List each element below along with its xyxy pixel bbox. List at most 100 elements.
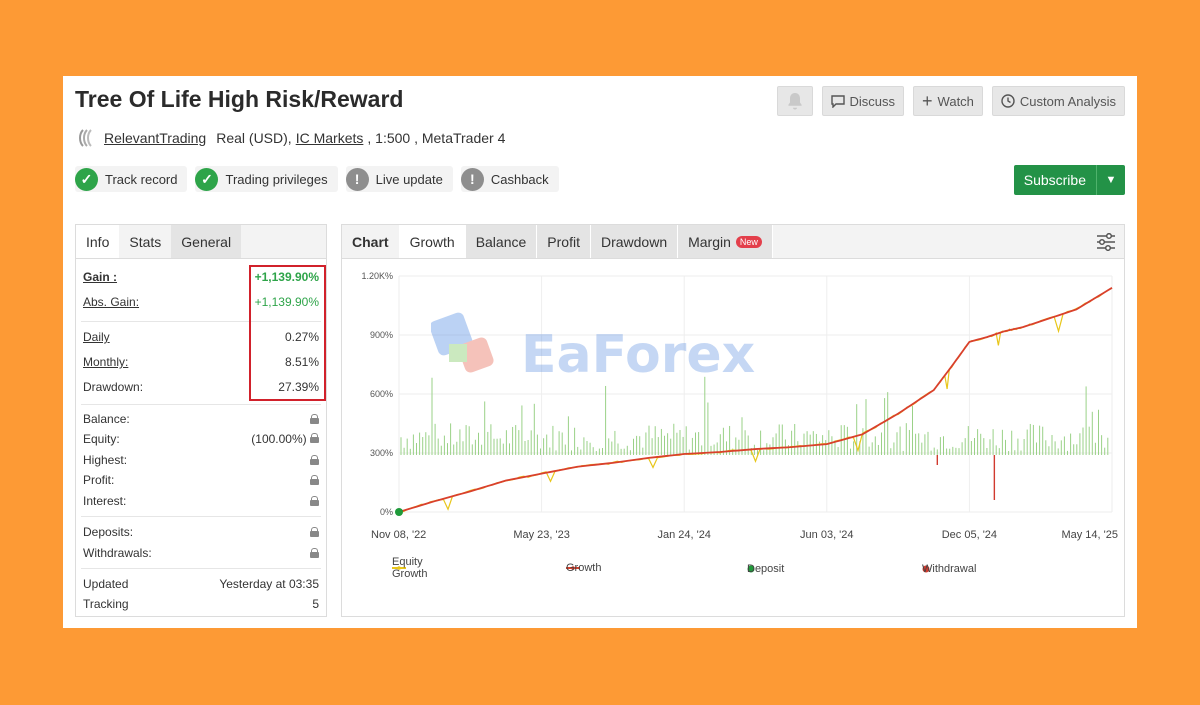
stat-highest: Highest:: [76, 449, 326, 470]
notify-button[interactable]: [776, 86, 813, 116]
tracking-label: Tracking: [83, 597, 129, 611]
custom-analysis-label: Custom Analysis: [1019, 93, 1116, 109]
stat-drawdown: Drawdown: 27.39%: [76, 374, 326, 400]
badge-label: Track record: [105, 171, 178, 187]
badge-label: Live update: [375, 171, 443, 187]
lock-icon: [310, 526, 319, 537]
abs-gain-value: +1,139.90%: [254, 295, 319, 309]
growth-chart: 0% 300% 600% 900% 1.20K% Nov 08, '22 May 23, …: [361, 271, 1118, 541]
y-axis-labels: 0% 300% 600% 900% 1.20K%: [361, 271, 393, 517]
legend-withdrawal-label: Withdrawal: [922, 563, 977, 575]
subscribe-button[interactable]: Subscribe ▼: [1013, 165, 1125, 195]
tab-chart[interactable]: Chart: [342, 225, 400, 258]
chart-lines: [395, 287, 1113, 516]
tab-drawdown[interactable]: Drawdown: [590, 225, 679, 258]
chevron-down-icon[interactable]: ▼: [1096, 165, 1125, 195]
check-icon: ✓: [75, 167, 98, 191]
badge-live-update: ! Live update: [345, 166, 453, 192]
growth-line: [398, 287, 1113, 513]
broker-link[interactable]: IC Markets: [295, 130, 364, 146]
subscribe-label: Subscribe: [1023, 172, 1086, 188]
updated-value: Yesterday at 03:35: [219, 576, 319, 591]
tab-profit[interactable]: Profit: [537, 225, 591, 258]
owner-link[interactable]: RelevantTrading: [104, 130, 207, 146]
leverage-platform: , 1:500 , MetaTrader 4: [367, 130, 506, 146]
watch-label: Watch: [937, 93, 974, 109]
drawdown-label: Drawdown:: [83, 380, 144, 394]
chart-grid: [398, 275, 1113, 513]
chart-legend: Equity Growth Growth Deposit Withdrawal: [342, 556, 1126, 585]
x-tick-label: May 14, '25: [1061, 529, 1118, 541]
profit-label: Profit:: [83, 473, 115, 487]
bell-icon: [787, 93, 802, 110]
equity-value: (100.00%): [251, 432, 307, 446]
check-icon: ✓: [195, 167, 219, 191]
tab-info[interactable]: Info: [76, 225, 120, 258]
badge-label: Trading privileges: [225, 171, 328, 187]
tab-stats[interactable]: Stats: [119, 225, 172, 258]
tab-balance[interactable]: Balance: [465, 225, 538, 258]
badge-list: ✓ Track record ✓ Trading privileges ! Li…: [75, 166, 559, 192]
clock-icon: [1001, 94, 1015, 108]
trader-logo-icon: [79, 129, 92, 147]
y-tick-label: 600%: [370, 389, 393, 399]
chart-tabs: Chart Growth Balance Profit Drawdown Mar…: [342, 225, 1124, 259]
drawdown-value: 27.39%: [278, 380, 319, 394]
strategy-card: Tree Of Life High Risk/Reward Discuss + …: [63, 76, 1137, 628]
legend-growth-label: Growth: [566, 562, 602, 574]
legend-deposit-swatch: [747, 565, 755, 573]
y-tick-label: 0%: [380, 507, 393, 517]
legend-deposit-label: Deposit: [747, 563, 785, 575]
account-type: Real (USD),: [216, 130, 292, 146]
page-title: Tree Of Life High Risk/Reward: [75, 86, 404, 112]
tab-margin[interactable]: Margin New: [678, 225, 773, 258]
stat-updated: Updated Yesterday at 03:35: [76, 573, 326, 594]
chart-settings-button[interactable]: [1088, 225, 1124, 258]
monthly-value: 8.51%: [284, 355, 319, 369]
stat-balance: Balance:: [76, 408, 326, 429]
tab-growth[interactable]: Growth: [399, 225, 466, 258]
highlight-box: [249, 265, 326, 401]
y-tick-label: 900%: [370, 330, 393, 340]
sliders-icon: [1097, 232, 1115, 251]
stats-panel: Info Stats General Gain : +1,139.90% Abs…: [75, 224, 327, 617]
badge-cashback: ! Cashback: [460, 166, 559, 192]
legend-withdrawal[interactable]: Withdrawal: [922, 563, 976, 575]
tracking-value: 5: [312, 597, 319, 611]
legend-equity-growth[interactable]: Equity Growth: [392, 556, 427, 580]
custom-analysis-button[interactable]: Custom Analysis: [991, 86, 1125, 116]
watch-button[interactable]: + Watch: [913, 86, 983, 116]
x-axis-labels: Nov 08, '22 May 23, '23 Jan 24, '24 Jun 03,…: [371, 529, 1118, 541]
tab-general[interactable]: General: [171, 225, 242, 258]
legend-deposit[interactable]: Deposit: [747, 563, 784, 575]
deposits-label: Deposits:: [83, 524, 134, 539]
lock-icon: [310, 413, 319, 424]
stat-monthly: Monthly: 8.51%: [76, 350, 326, 374]
legend-withdrawal-swatch: [922, 565, 930, 573]
stat-interest: Interest:: [76, 490, 326, 511]
margin-label: Margin: [688, 233, 731, 250]
x-tick-label: Dec 05, '24: [942, 529, 997, 541]
top-actions: Discuss + Watch Custom Analysis: [776, 86, 1125, 116]
chart-panel: Chart Growth Balance Profit Drawdown Mar…: [341, 224, 1125, 617]
deposit-point: [395, 508, 403, 516]
x-tick-label: Nov 08, '22: [371, 529, 426, 541]
chat-icon: [830, 94, 845, 108]
withdrawals-label: Withdrawals:: [83, 545, 152, 560]
gain-label: Gain :: [83, 270, 118, 284]
legend-growth[interactable]: Growth: [566, 562, 601, 574]
daily-label: Daily: [83, 330, 110, 344]
discuss-button[interactable]: Discuss: [821, 86, 905, 116]
gain-value: +1,139.90%: [254, 270, 319, 284]
stat-withdrawals: Withdrawals:: [76, 542, 326, 563]
x-tick-label: May 23, '23: [513, 529, 570, 541]
legend-equity-swatch: [392, 566, 406, 570]
badge-label: Cashback: [490, 171, 549, 187]
equity-growth-line: [398, 287, 1113, 513]
x-tick-label: Jun 03, '24: [800, 529, 853, 541]
stat-gain: Gain : +1,139.90%: [76, 265, 326, 289]
y-tick-label: 1.20K%: [361, 271, 393, 281]
monthly-label: Monthly:: [83, 355, 129, 369]
interest-label: Interest:: [83, 493, 127, 508]
stat-equity: Equity: (100.00%): [76, 429, 326, 449]
